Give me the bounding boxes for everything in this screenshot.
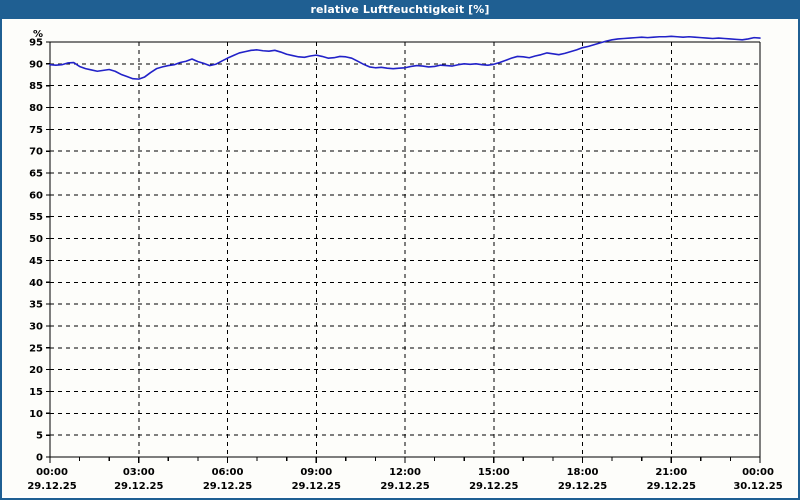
x-tick-label-time: 12:00: [389, 467, 421, 478]
x-tick-label-time: 21:00: [655, 467, 687, 478]
x-tick-label-time: 06:00: [212, 467, 244, 478]
y-tick-label: 10: [29, 409, 43, 420]
y-tick-label: 70: [29, 147, 43, 158]
y-tick-label: 5: [36, 431, 43, 442]
y-tick-label: 45: [29, 256, 43, 267]
y-tick-label: 80: [29, 103, 43, 114]
x-tick-label-time: 03:00: [123, 467, 155, 478]
y-tick-label: 15: [29, 387, 43, 398]
x-tick-label-date: 29.12.25: [27, 481, 76, 492]
x-tick-label-date: 29.12.25: [469, 481, 518, 492]
x-tick-label-time: 15:00: [478, 467, 510, 478]
y-tick-label: 30: [29, 321, 43, 332]
x-tick-label-date: 29.12.25: [380, 481, 429, 492]
y-tick-label: 50: [29, 234, 43, 245]
y-tick-label: 55: [29, 212, 43, 223]
y-axis-unit-label: %: [33, 29, 43, 40]
y-tick-label: 75: [29, 125, 43, 136]
y-tick-label: 0: [36, 453, 43, 464]
y-tick-label: 20: [29, 365, 43, 376]
x-tick-label-date: 29.12.25: [203, 481, 252, 492]
humidity-line-chart: 0 5 10 15 20 25 30 35 40 45 50 55 60 65 70 75 80 85 90 95% 0…: [27, 29, 782, 492]
y-tick-label: 65: [29, 169, 43, 180]
x-tick-label-date: 29.12.25: [647, 481, 696, 492]
y-tick-label: 85: [29, 81, 43, 92]
window-title: relative Luftfeuchtigkeit [%]: [310, 3, 490, 16]
y-tick-label: 35: [29, 300, 43, 311]
x-tick-label-date: 29.12.25: [292, 481, 341, 492]
y-tick-label: 95: [29, 38, 43, 49]
x-tick-label-time: 09:00: [300, 467, 332, 478]
chart-frame: 0 5 10 15 20 25 30 35 40 45 50 55 60 65 70 75 80 85 90 95% 0…: [0, 19, 800, 500]
x-tick-label-date: 29.12.25: [114, 481, 163, 492]
x-tick-label-date: 30.12.25: [733, 481, 782, 492]
y-tick-label: 25: [29, 343, 43, 354]
x-tick-label-time: 18:00: [567, 467, 599, 478]
y-tick-label: 90: [29, 59, 43, 70]
y-tick-label: 40: [29, 278, 43, 289]
series-line: [49, 35, 761, 80]
window-titlebar: relative Luftfeuchtigkeit [%]: [0, 0, 800, 19]
x-tick-label-date: 29.12.25: [558, 481, 607, 492]
chart-canvas: 0 5 10 15 20 25 30 35 40 45 50 55 60 65 70 75 80 85 90 95% 0…: [2, 19, 798, 496]
y-tick-label: 60: [29, 190, 43, 201]
x-tick-label-time: 00:00: [36, 467, 68, 478]
x-tick-label-time: 00:00: [742, 467, 774, 478]
